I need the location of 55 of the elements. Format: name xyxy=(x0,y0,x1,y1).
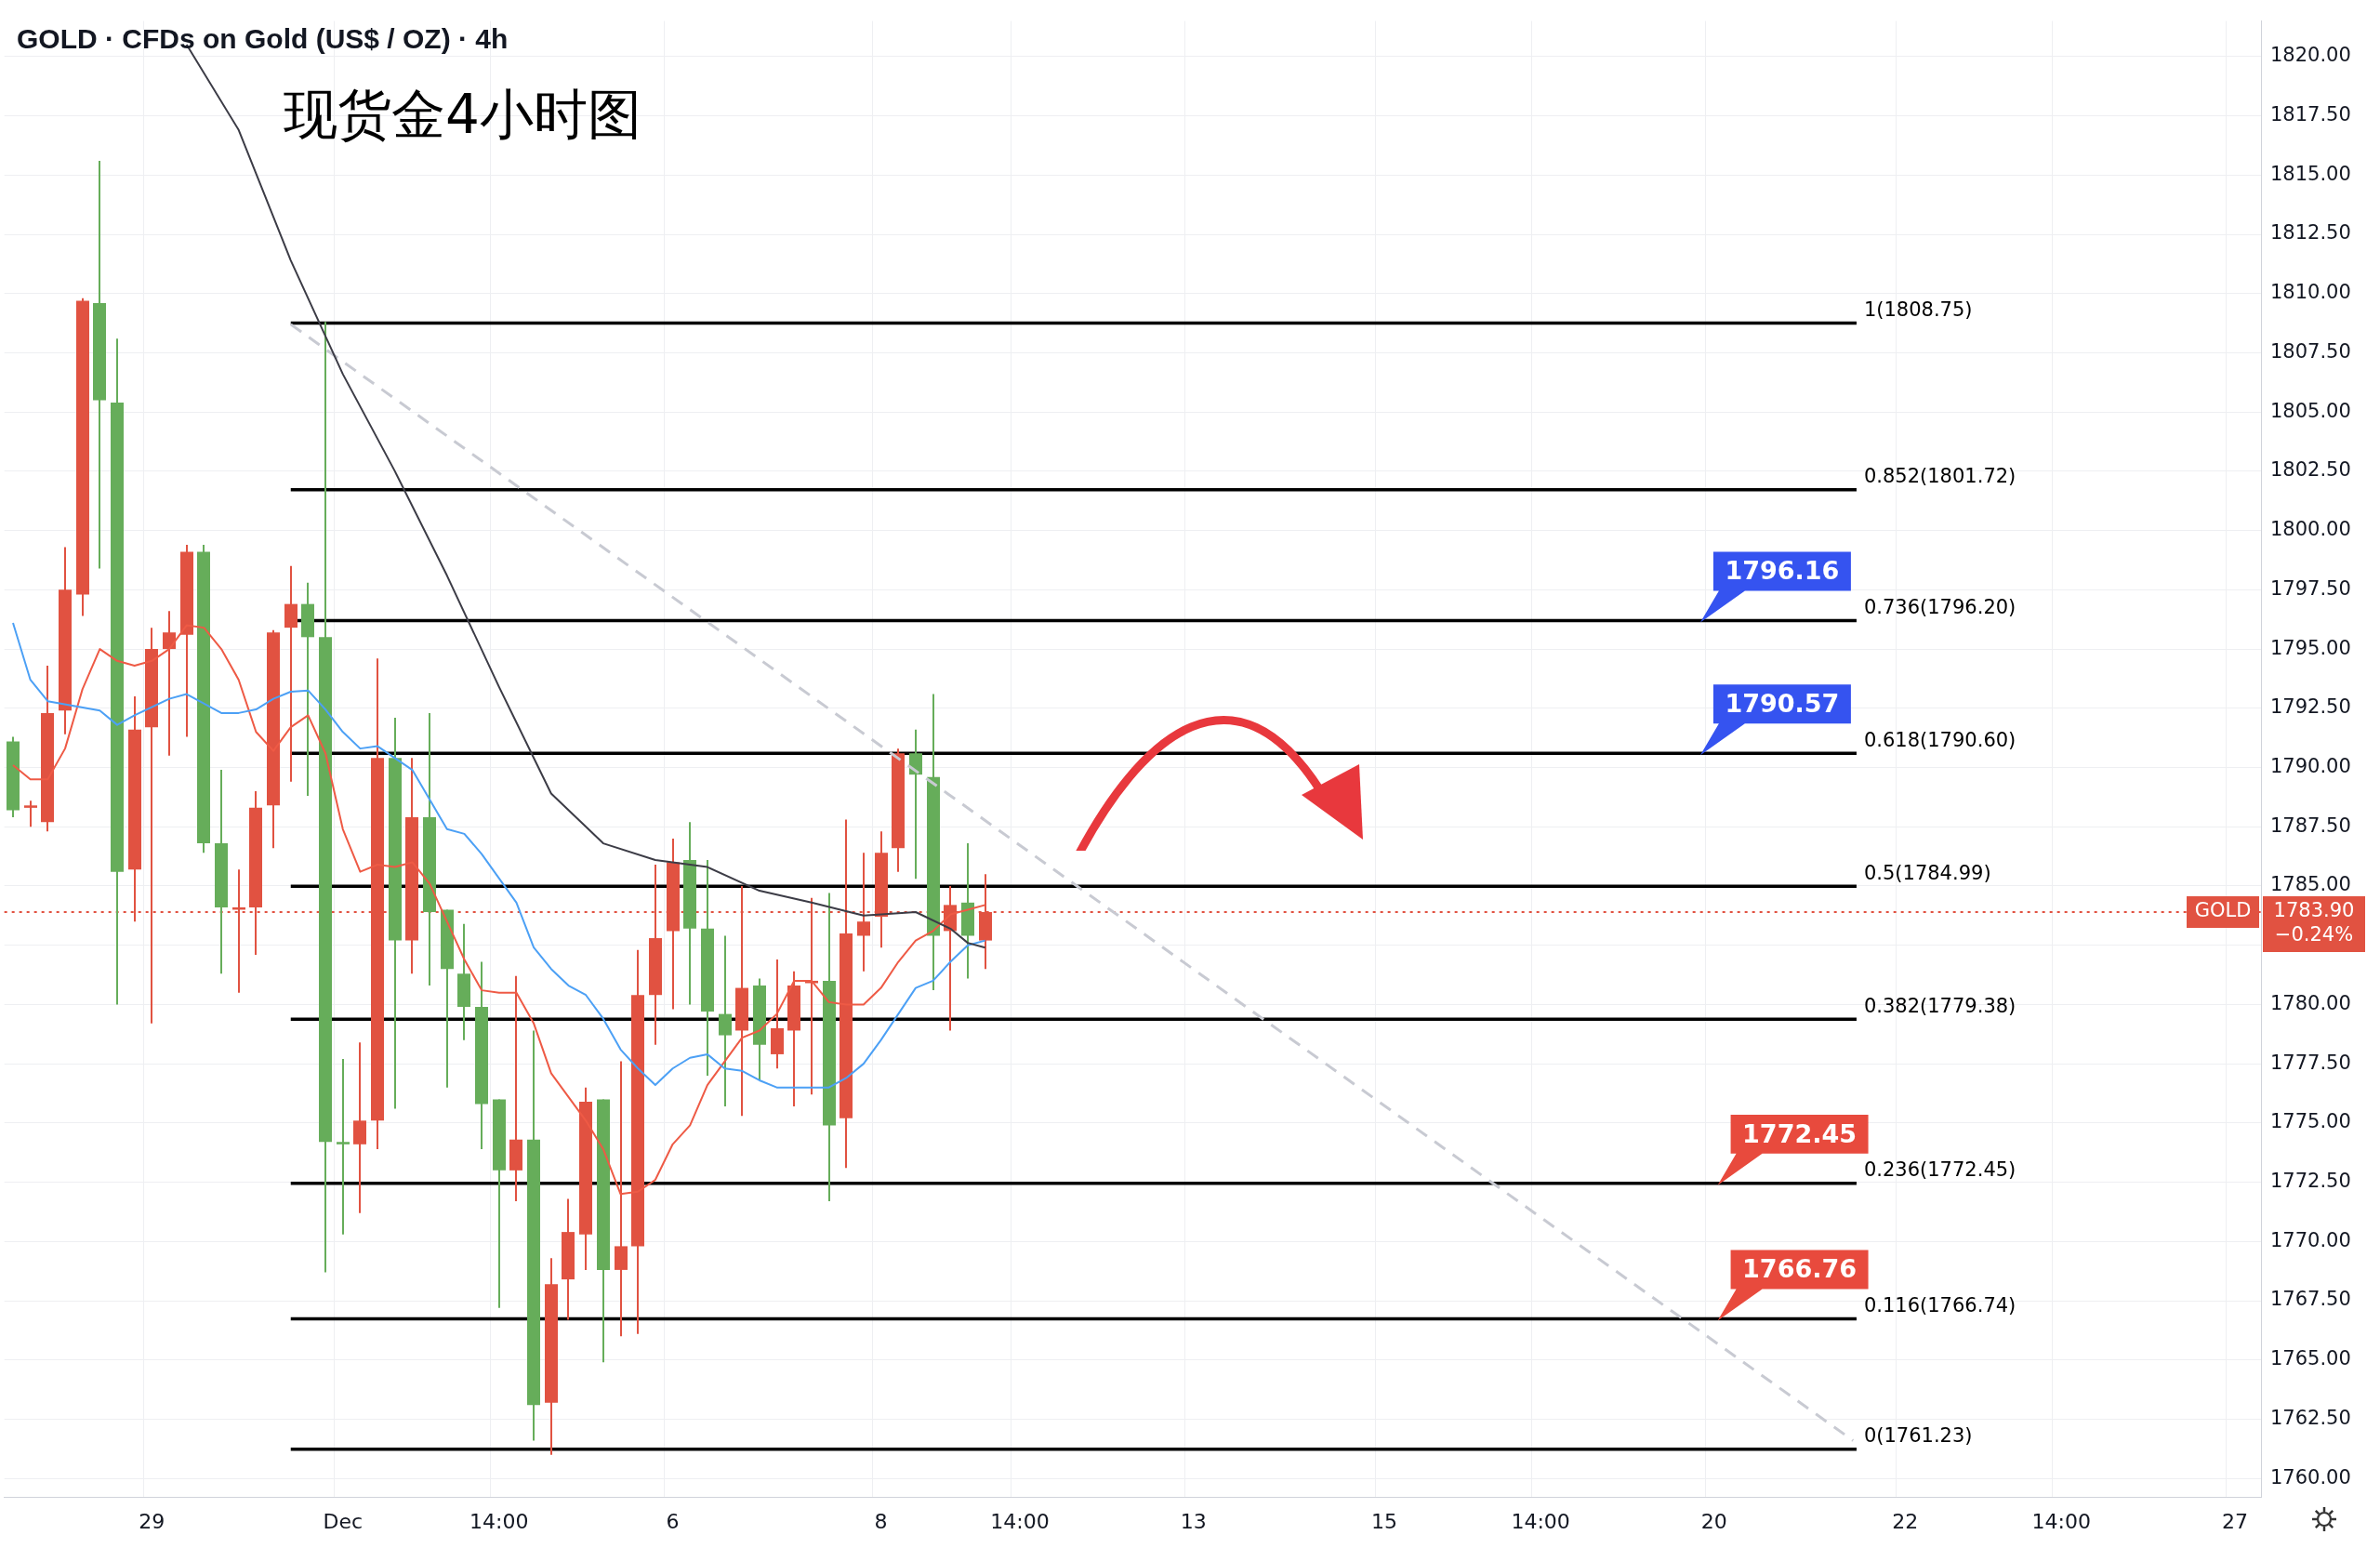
y-tick-label: 1772.50 xyxy=(2270,1170,2351,1193)
y-tick-label: 1807.50 xyxy=(2270,339,2351,363)
y-tick-label: 1805.00 xyxy=(2270,399,2351,422)
y-tick-label: 1817.50 xyxy=(2270,103,2351,126)
x-tick-label: 8 xyxy=(874,1509,888,1533)
y-tick-label: 1762.50 xyxy=(2270,1406,2351,1429)
y-tick-label: 1775.00 xyxy=(2270,1110,2351,1133)
y-tick-label: 1815.00 xyxy=(2270,162,2351,185)
x-tick-label: 29 xyxy=(139,1509,165,1533)
y-tick-label: 1802.50 xyxy=(2270,458,2351,482)
y-tick-label: 1795.00 xyxy=(2270,636,2351,659)
y-tick-label: 1820.00 xyxy=(2270,44,2351,67)
y-tick-label: 1777.50 xyxy=(2270,1051,2351,1074)
text: 现货金4小时图 xyxy=(284,83,641,147)
y-tick-label: 1785.00 xyxy=(2270,873,2351,896)
y-tick-label: 1770.00 xyxy=(2270,1228,2351,1251)
x-tick-label: 14:00 xyxy=(2031,1509,2091,1533)
y-tick-label: 1780.00 xyxy=(2270,991,2351,1014)
ref-line-label: 0(1761.23) xyxy=(1863,1424,1973,1448)
x-tick-label: 15 xyxy=(1371,1509,1398,1533)
x-tick-label: Dec xyxy=(323,1509,364,1533)
x-tick-label: 14:00 xyxy=(1511,1509,1570,1533)
annotation: 1772.45 xyxy=(1742,1118,1858,1148)
y-tick-label: 1797.50 xyxy=(2270,576,2351,600)
ref-line-label: 0.736(1796.20) xyxy=(1863,595,2016,618)
y-tick-label: 1765.00 xyxy=(2270,1347,2351,1370)
ref-line-label: 0.116(1766.74) xyxy=(1863,1293,2016,1316)
annotation: 1766.76 xyxy=(1742,1254,1858,1284)
ref-line-label: 0.236(1772.45) xyxy=(1863,1158,2016,1182)
x-tick-label: 22 xyxy=(1892,1509,1919,1533)
y-tick-label: 1810.00 xyxy=(2270,281,2351,304)
x-tick-label: 13 xyxy=(1180,1509,1207,1533)
x-tick-label: 14:00 xyxy=(990,1509,1050,1533)
x-tick-label: 20 xyxy=(1700,1509,1727,1533)
ref-line-label: 1(1808.75) xyxy=(1863,298,1973,322)
ref-line-label: GOLD xyxy=(2194,899,2252,922)
text: −0.24% xyxy=(2274,923,2354,946)
y-tick-label: 1760.00 xyxy=(2270,1465,2351,1488)
chart-title: GOLD · CFDs on Gold (US$ / OZ) · 4h xyxy=(17,23,509,55)
x-tick-label: 27 xyxy=(2221,1509,2248,1533)
ref-line-label: 0.852(1801.72) xyxy=(1863,465,2016,488)
x-tick-label: 14:00 xyxy=(469,1509,529,1533)
y-tick-label: 1790.00 xyxy=(2270,754,2351,777)
y-tick-label: 1800.00 xyxy=(2270,518,2351,541)
ref-line-label: 0.618(1790.60) xyxy=(1863,728,2016,751)
y-tick-label: 1767.50 xyxy=(2270,1288,2351,1311)
text: 1783.90 xyxy=(2273,899,2355,922)
candlestick xyxy=(337,1059,350,1235)
y-tick-label: 1792.50 xyxy=(2270,695,2351,719)
ref-line-label: 0.5(1784.99) xyxy=(1863,861,1991,884)
x-tick-label: 6 xyxy=(666,1509,680,1533)
y-tick-label: 1812.50 xyxy=(2270,221,2351,245)
ref-line-label: 0.382(1779.38) xyxy=(1863,994,2016,1017)
y-tick-label: 1787.50 xyxy=(2270,814,2351,837)
candlestick xyxy=(615,1061,628,1337)
